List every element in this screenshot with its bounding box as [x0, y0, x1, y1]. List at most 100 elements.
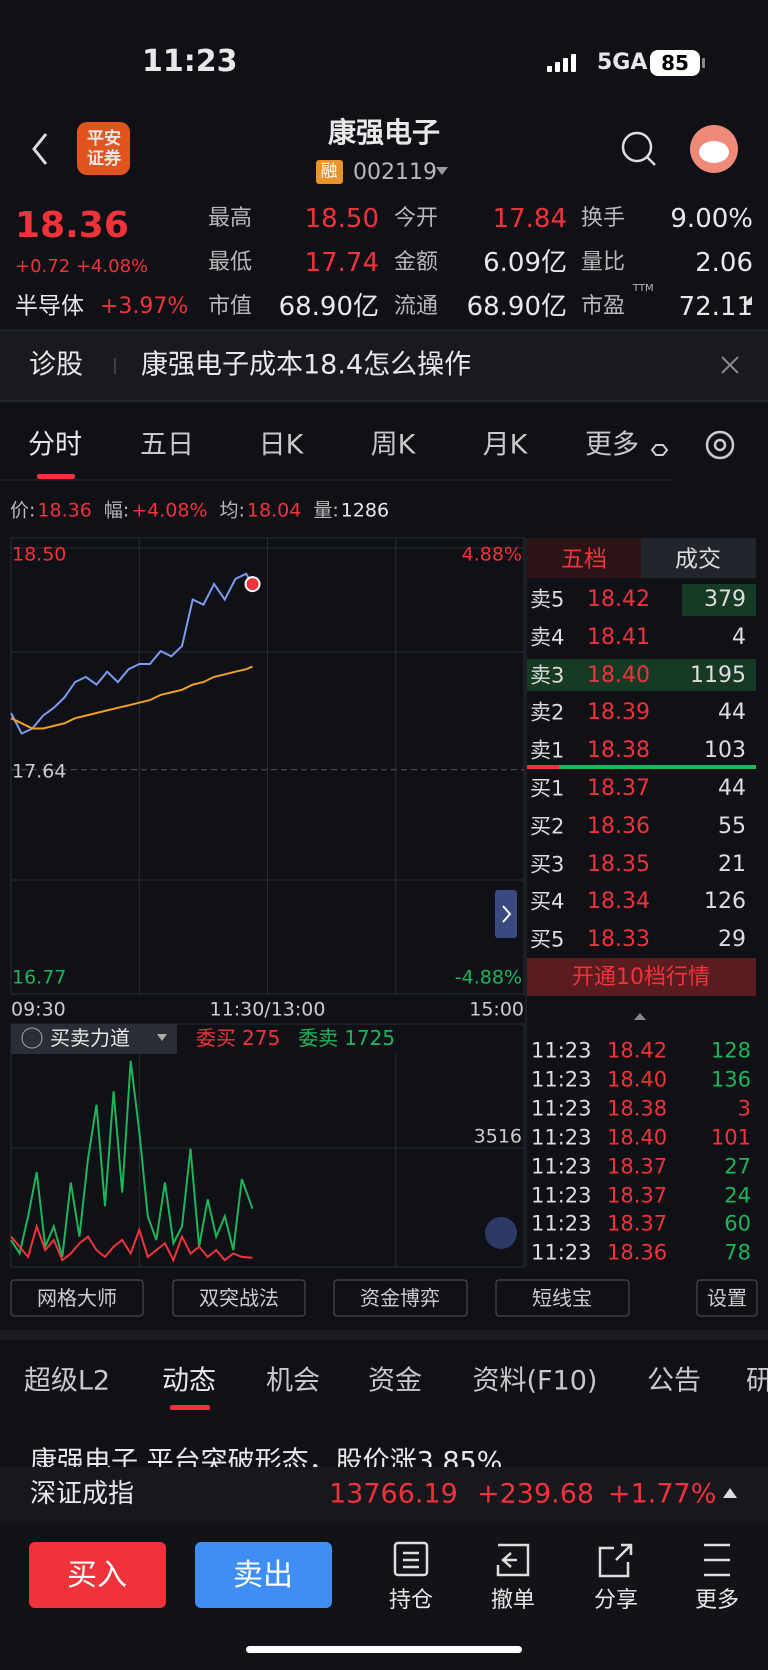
settings-icon[interactable]: [705, 430, 735, 460]
fullscreen-button[interactable]: [485, 1217, 517, 1249]
tool-button[interactable]: 资金博弈: [360, 1286, 440, 1310]
action-item[interactable]: 撤单: [490, 1588, 536, 1613]
trade-volume: 128: [710, 1038, 751, 1063]
expand-icon[interactable]: [723, 1488, 737, 1498]
book-level: 卖2: [530, 700, 565, 725]
battery-icon: [650, 50, 700, 76]
x-tick-label: 15:00: [469, 998, 524, 1021]
book-tab-active[interactable]: [527, 538, 641, 578]
trade-time: 11:23: [531, 1125, 592, 1150]
buy-button-label[interactable]: 买入: [67, 1558, 127, 1593]
info-label: 均:: [219, 499, 245, 522]
battery-level: 85: [661, 51, 689, 75]
book-level: 卖3: [530, 663, 565, 688]
action-item[interactable]: 分享: [593, 1588, 639, 1613]
trade-volume: 24: [724, 1183, 751, 1207]
index-bar-cover: [0, 1467, 768, 1523]
stat-label: 换手: [581, 206, 626, 231]
chart-tab[interactable]: 分时: [28, 429, 82, 461]
divider: [0, 1330, 768, 1340]
tool-button[interactable]: 双突战法: [199, 1286, 279, 1310]
search-icon[interactable]: [646, 156, 656, 166]
stat-label: 市盈: [581, 294, 626, 319]
stat-value: 2.06: [695, 248, 753, 278]
tool-button[interactable]: 网格大师: [37, 1286, 117, 1310]
action-icons: [393, 1541, 730, 1578]
book-tab[interactable]: 五档: [561, 546, 607, 573]
ask-question[interactable]: 康强电子成本18.4怎么操作: [141, 349, 472, 381]
stock-name: 康强电子: [327, 116, 441, 149]
volume-shade: [682, 584, 756, 616]
subchart-selector[interactable]: [11, 1024, 177, 1054]
expand-icon[interactable]: [743, 296, 752, 305]
data-line: [10, 1223, 253, 1263]
clock: 11:23: [142, 44, 238, 79]
book-price: 18.34: [587, 889, 650, 915]
last-price: 18.36: [15, 205, 129, 246]
section-tab[interactable]: 动态: [162, 1365, 216, 1397]
chart-tab[interactable]: 周K: [370, 429, 416, 461]
trade-price: 18.40: [607, 1067, 668, 1092]
stat-label: 最低: [208, 250, 253, 275]
section-tab[interactable]: 资料(F10): [472, 1365, 598, 1397]
info-value: 18.04: [246, 499, 302, 522]
trade-volume: 78: [724, 1240, 751, 1265]
info-icon[interactable]: [21, 1027, 43, 1049]
section-tab[interactable]: 资金: [368, 1365, 422, 1397]
book-price: 18.36: [587, 813, 650, 839]
tab-underline: [170, 1405, 210, 1410]
collapse-button[interactable]: [495, 890, 517, 938]
margin-tag: 融: [320, 161, 338, 182]
book-level: 买1: [530, 776, 565, 801]
action-item[interactable]: 更多: [694, 1588, 740, 1613]
dropdown-icon[interactable]: [157, 1034, 167, 1041]
book-price: 18.42: [587, 587, 650, 612]
x-tick-label: 09:30: [11, 998, 66, 1021]
stock-code: 002119: [353, 160, 437, 185]
sector-change: +3.97%: [100, 294, 189, 319]
sell-button[interactable]: [195, 1542, 332, 1608]
upgrade-banner-text[interactable]: 开通10档行情: [572, 965, 710, 990]
sell-button-label[interactable]: 卖出: [233, 1558, 293, 1593]
upgrade-banner[interactable]: [527, 958, 756, 996]
action-item[interactable]: 持仓: [388, 1588, 434, 1613]
section-tab[interactable]: 公告: [647, 1365, 701, 1397]
tool-button[interactable]: 短线宝: [532, 1286, 592, 1310]
chart-tab[interactable]: 日K: [258, 429, 304, 461]
book-tab[interactable]: 成交: [675, 546, 721, 573]
section-tab[interactable]: 超级L2: [23, 1365, 111, 1397]
expand-icon[interactable]: [634, 1013, 646, 1020]
stat-label: 流通: [394, 294, 439, 319]
subchart-title[interactable]: 买卖力道: [50, 1026, 130, 1050]
chart-tab[interactable]: 五日: [140, 429, 194, 461]
chart-tab[interactable]: 月K: [482, 429, 528, 461]
book-volume: 126: [704, 889, 746, 915]
home-indicator: [246, 1646, 522, 1653]
data-line: [10, 1060, 254, 1258]
dropdown-icon[interactable]: [650, 444, 669, 456]
book-level: 买4: [530, 889, 565, 914]
section-tab[interactable]: 机会: [266, 1365, 320, 1397]
search-icon[interactable]: [621, 131, 653, 163]
trade-price: 18.42: [607, 1038, 668, 1063]
buy-button[interactable]: [29, 1542, 166, 1608]
tool-button[interactable]: 设置: [707, 1286, 747, 1310]
trade-price: 18.36: [607, 1240, 668, 1265]
dropdown-icon[interactable]: [436, 167, 448, 175]
ask-label[interactable]: 诊股: [29, 349, 83, 381]
legend-value: 1725: [344, 1026, 396, 1050]
trade-price: 18.37: [607, 1154, 668, 1179]
book-volume: 29: [718, 927, 746, 953]
index-name[interactable]: 深证成指: [30, 1479, 135, 1509]
back-icon[interactable]: [32, 133, 48, 165]
stat-label: 今开: [394, 206, 439, 231]
y2-tick-label: 4.88%: [461, 543, 522, 566]
tool-buttons: [10, 1279, 758, 1317]
info-value: 18.36: [37, 499, 92, 522]
chart-tab[interactable]: 更多: [585, 429, 639, 461]
close-icon[interactable]: [721, 356, 739, 374]
data-line: [10, 665, 253, 730]
book-tab[interactable]: [641, 538, 756, 578]
data-line: [10, 572, 254, 735]
section-tab[interactable]: 研: [746, 1365, 768, 1397]
